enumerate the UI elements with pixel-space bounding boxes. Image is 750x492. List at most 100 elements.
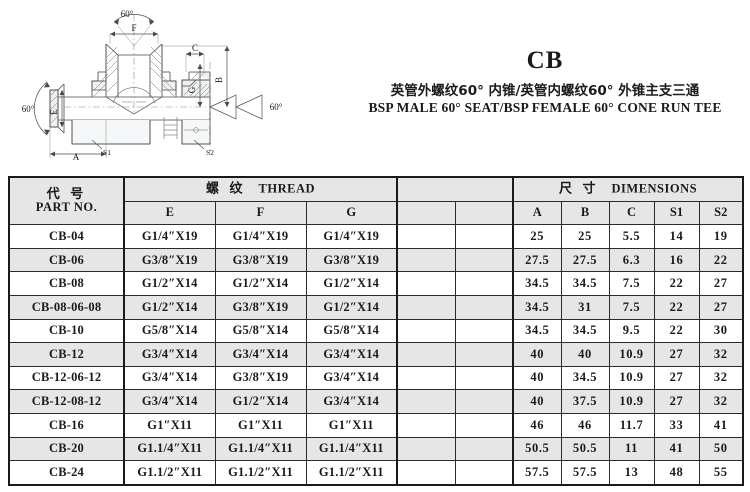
table-row[interactable]: CB-08 G1/2″X14 G1/2″X14 G1/2″X14 34.5 34.5 7.5…: [8, 271, 744, 296]
drawing-label-b: B: [214, 77, 224, 83]
cell-dim-a: 34.5: [512, 271, 562, 296]
cell-thread-e: G1/2″X14: [123, 271, 216, 296]
table-row[interactable]: CB-06 G3/8″X19 G3/8″X19 G3/8″X19 27.5 27.5 6.3…: [8, 247, 744, 273]
cell-dim-b: 37.5: [560, 389, 610, 414]
header-col-f: F: [214, 200, 307, 226]
table-row[interactable]: CB-12-08-12 G3/4″X14 G1/2″X14 G3/4″X14 40 37.…: [8, 389, 744, 414]
cell-thread-g: G1/2″X14: [305, 294, 399, 320]
cell-thread-g: G1.1/4″X11: [305, 436, 399, 462]
cell-dim-a: 27.5: [512, 247, 562, 273]
cell-thread-f: G3/8″X19: [214, 294, 307, 320]
cell-dim-c: 13: [608, 460, 655, 486]
cell-dim-a: 34.5: [512, 294, 562, 320]
cell-part-no: CB-12-06-12: [8, 365, 125, 391]
header-thread-group: 螺 纹 THREAD: [123, 176, 399, 202]
cell-thread-e: G1/4″X19: [123, 224, 216, 249]
cell-blank-1: [396, 436, 456, 462]
cell-part-no: CB-12: [8, 342, 125, 367]
table-header: 代 号 PART NO. 螺 纹 THREAD 尺 寸 DIMENSIONS E F…: [8, 176, 744, 226]
cell-dim-a: 46: [512, 412, 562, 438]
header-dimensions-en: DIMENSIONS: [611, 181, 698, 196]
drawing-label-s1: S1: [103, 148, 111, 157]
cell-thread-f: G5/8″X14: [214, 318, 307, 344]
cell-dim-b: 50.5: [560, 436, 610, 462]
table-row[interactable]: CB-12 G3/4″X14 G3/4″X14 G3/4″X14 40 40 10.9 27 3…: [8, 342, 744, 367]
cell-dim-a: 57.5: [512, 460, 562, 486]
cell-part-no: CB-08-06-08: [8, 294, 125, 320]
table-body: CB-04 G1/4″X19 G1/4″X19 G1/4″X19 25 25 5.5 14 19…: [8, 224, 744, 486]
cell-dim-s2: 27: [698, 294, 744, 320]
drawing-label-f: F: [131, 23, 136, 33]
cell-blank-2: [454, 294, 515, 320]
header-col-s1: S1: [653, 200, 700, 226]
cell-dim-s2: 32: [698, 389, 744, 414]
cell-dim-s2: 19: [698, 224, 744, 249]
cell-blank-1: [396, 247, 456, 273]
cell-thread-f: G3/8″X19: [214, 365, 307, 391]
header-blank-group: [396, 176, 515, 202]
drawing-label-angle-left: 60°: [22, 104, 35, 114]
product-description-chinese: 英管外螺纹60° 内锥/英管内螺纹60° 外锥主支三通: [390, 83, 700, 100]
cell-part-no: CB-10: [8, 318, 125, 344]
cell-blank-1: [396, 294, 456, 320]
cell-thread-e: G3/4″X14: [123, 342, 216, 367]
cell-dim-a: 40: [512, 389, 562, 414]
cell-blank-1: [396, 365, 456, 391]
table-row[interactable]: CB-10 G5/8″X14 G5/8″X14 G5/8″X14 34.5 34.5 9.5…: [8, 318, 744, 344]
cell-dim-b: 46: [560, 412, 610, 438]
cell-part-no: CB-12-08-12: [8, 389, 125, 414]
cell-dim-c: 9.5: [608, 318, 655, 344]
cell-thread-g: G5/8″X14: [305, 318, 399, 344]
cell-thread-f: G1/2″X14: [214, 271, 307, 296]
cell-blank-2: [454, 224, 515, 249]
cell-dim-s2: 32: [698, 365, 744, 391]
table-row[interactable]: CB-08-06-08 G1/2″X14 G3/8″X19 G1/2″X14 34.5 3…: [8, 294, 744, 320]
cell-dim-b: 31: [560, 294, 610, 320]
cell-thread-g: G3/4″X14: [305, 365, 399, 391]
table-row[interactable]: CB-24 G1.1/2″X11 G1.1/2″X11 G1.1/2″X11 57.5 5…: [8, 460, 744, 486]
cell-thread-g: G3/4″X14: [305, 342, 399, 367]
product-technical-drawing: 60° F C B G E 60° 60° A S1 S2: [14, 2, 314, 164]
cell-dim-s1: 48: [653, 460, 700, 486]
header-part-no-cn: 代 号: [46, 186, 87, 202]
header-col-blank2: [454, 200, 515, 226]
cell-dim-s1: 22: [653, 271, 700, 296]
cell-thread-f: G1/4″X19: [214, 224, 307, 249]
cell-dim-s1: 41: [653, 436, 700, 462]
header-col-a: A: [512, 200, 562, 226]
header-part-no-en: PART NO.: [35, 200, 98, 215]
cell-dim-b: 34.5: [560, 318, 610, 344]
header-dimensions-group: 尺 寸 DIMENSIONS: [512, 176, 744, 202]
table-row[interactable]: CB-04 G1/4″X19 G1/4″X19 G1/4″X19 25 25 5.5 14 19: [8, 224, 744, 249]
cell-dim-a: 25: [512, 224, 562, 249]
cell-blank-2: [454, 271, 515, 296]
header-col-blank1: [396, 200, 456, 226]
header-col-s2: S2: [698, 200, 744, 226]
cell-thread-g: G1/4″X19: [305, 224, 399, 249]
table-row[interactable]: CB-20 G1.1/4″X11 G1.1/4″X11 G1.1/4″X11 50.5 5…: [8, 436, 744, 462]
table-row[interactable]: CB-12-06-12 G3/4″X14 G3/8″X19 G3/4″X14 40 34.…: [8, 365, 744, 391]
drawing-label-angle-top: 60°: [121, 9, 134, 19]
cell-blank-2: [454, 247, 515, 273]
cell-dim-c: 5.5: [608, 224, 655, 249]
cell-part-no: CB-20: [8, 436, 125, 462]
cell-dim-a: 40: [512, 365, 562, 391]
cell-part-no: CB-06: [8, 247, 125, 273]
header-col-c: C: [608, 200, 655, 226]
cell-blank-1: [396, 318, 456, 344]
cell-dim-b: 27.5: [560, 247, 610, 273]
cell-blank-1: [396, 389, 456, 414]
cell-thread-e: G1/2″X14: [123, 294, 216, 320]
cell-dim-s2: 27: [698, 271, 744, 296]
cell-blank-1: [396, 412, 456, 438]
cell-blank-2: [454, 342, 515, 367]
cell-dim-a: 50.5: [512, 436, 562, 462]
cell-dim-c: 7.5: [608, 271, 655, 296]
header-col-b: B: [560, 200, 610, 226]
cell-part-no: CB-16: [8, 412, 125, 438]
drawing-label-e: E: [49, 109, 59, 115]
cell-dim-s1: 16: [653, 247, 700, 273]
cell-dim-c: 7.5: [608, 294, 655, 320]
cell-dim-s1: 22: [653, 318, 700, 344]
table-row[interactable]: CB-16 G1″X11 G1″X11 G1″X11 46 46 11.7 33 41: [8, 412, 744, 438]
